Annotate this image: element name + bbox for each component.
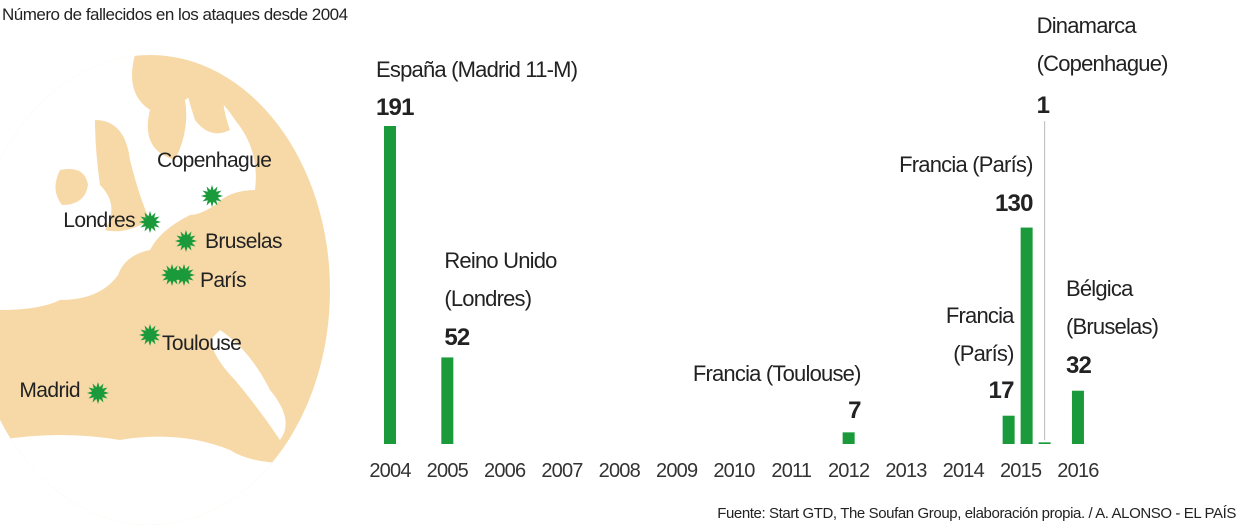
event-label: (París) bbox=[953, 341, 1013, 366]
event-label: (Londres) bbox=[444, 286, 531, 311]
event-label: Bélgica bbox=[1066, 276, 1134, 301]
x-tick-label: 2005 bbox=[427, 460, 469, 482]
value-label: 32 bbox=[1066, 352, 1092, 379]
event-label: (Copenhague) bbox=[1037, 51, 1168, 76]
city-label: Copenhague bbox=[157, 149, 271, 172]
x-tick-label: 2013 bbox=[885, 460, 927, 482]
bar bbox=[1071, 390, 1084, 444]
city-marker bbox=[161, 264, 183, 286]
x-tick-label: 2012 bbox=[828, 460, 870, 482]
value-label: 52 bbox=[444, 324, 470, 351]
city-marker bbox=[175, 230, 197, 252]
x-tick-label: 2006 bbox=[484, 460, 526, 482]
x-tick-label: 2008 bbox=[599, 460, 641, 482]
city-label: Bruselas bbox=[205, 230, 282, 253]
bar bbox=[441, 357, 454, 444]
event-label: Francia bbox=[946, 303, 1015, 328]
chart-title: Número de fallecidos en los ataques desd… bbox=[2, 5, 348, 24]
source: Fuente: Start GTD, The Soufan Group, ela… bbox=[717, 505, 1236, 522]
value-label: 191 bbox=[376, 94, 414, 121]
event-label: (Bruselas) bbox=[1066, 314, 1158, 339]
map bbox=[0, 55, 330, 525]
value-label: 7 bbox=[848, 397, 861, 424]
ireland bbox=[55, 169, 88, 205]
x-tick-label: 2015 bbox=[1000, 460, 1042, 482]
britain bbox=[95, 120, 150, 232]
city-label: Toulouse bbox=[162, 332, 241, 355]
bar bbox=[1020, 227, 1033, 444]
bar bbox=[384, 126, 396, 444]
x-tick-label: 2009 bbox=[656, 460, 698, 482]
value-label: 17 bbox=[989, 377, 1015, 404]
city-marker bbox=[201, 185, 223, 207]
event-label: Dinamarca bbox=[1037, 13, 1138, 38]
x-tick-label: 2014 bbox=[943, 460, 985, 482]
value-label: 1 bbox=[1037, 92, 1050, 119]
city-marker bbox=[173, 264, 195, 286]
city-marker bbox=[139, 211, 161, 233]
x-tick-label: 2011 bbox=[771, 460, 811, 482]
city-label: Madrid bbox=[19, 379, 80, 402]
x-tick-label: 2010 bbox=[713, 460, 755, 482]
event-label: Francia (París) bbox=[899, 152, 1032, 177]
bar bbox=[1002, 415, 1015, 444]
x-tick-label: 2016 bbox=[1057, 460, 1099, 482]
city-label: Londres bbox=[63, 209, 135, 232]
x-tick-label: 2007 bbox=[541, 460, 583, 482]
event-label: Francia (Toulouse) bbox=[693, 361, 861, 386]
x-tick-label: 2004 bbox=[369, 460, 411, 482]
city-marker bbox=[87, 382, 109, 404]
event-label: Reino Unido bbox=[444, 248, 557, 273]
city-label: París bbox=[200, 269, 246, 292]
bar bbox=[842, 432, 855, 444]
value-label: 130 bbox=[995, 190, 1033, 217]
city-marker bbox=[139, 324, 161, 346]
bar bbox=[1038, 442, 1051, 444]
event-label: España (Madrid 11-M) bbox=[376, 57, 577, 82]
mediterranean bbox=[0, 330, 330, 525]
